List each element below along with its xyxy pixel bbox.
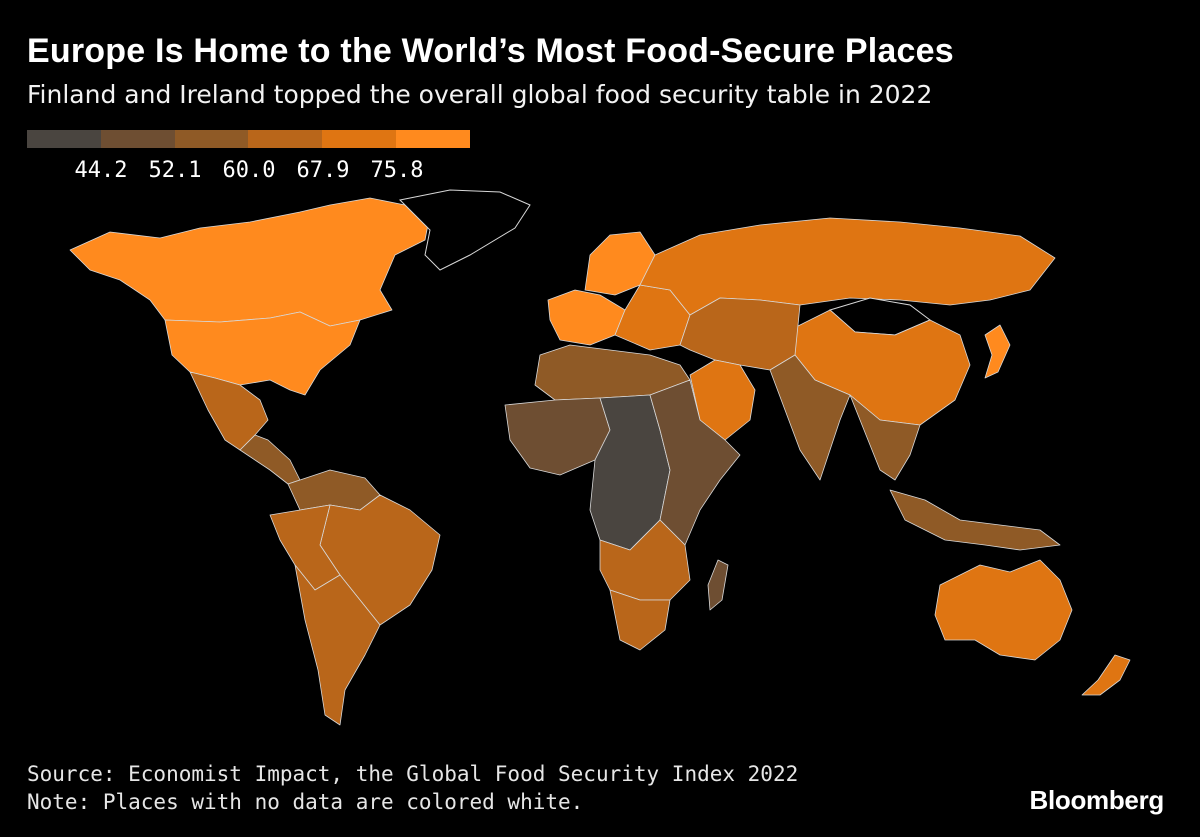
region-australia: Australia [934, 559, 1073, 661]
region-southeast-asia: Southeast Asia [849, 394, 921, 481]
legend-swatch-1 [100, 130, 175, 148]
source-note: Source: Economist Impact, the Global Foo… [27, 762, 799, 786]
region-central-america: Central America [239, 434, 301, 485]
chart-title: Europe Is Home to the World’s Most Food-… [27, 32, 954, 70]
legend-swatch-5 [396, 130, 470, 148]
region-canada: Canada [69, 197, 431, 327]
region-south-africa: South Africa [609, 589, 671, 651]
region-indonesia: Indonesia [889, 489, 1061, 551]
legend-label: 52.1 [148, 158, 202, 183]
chart-subtitle: Finland and Ireland topped the overall g… [27, 80, 933, 109]
region-colombia-venezuela: Colombia / Venezuela [287, 469, 381, 511]
region-western-europe: Western Europe [547, 289, 626, 346]
legend-label: 60.0 [222, 158, 276, 183]
legend-swatch-0 [27, 130, 101, 148]
legend-label: 44.2 [74, 158, 128, 183]
region-southern-africa: Southern Africa [599, 519, 691, 601]
data-note: Note: Places with no data are colored wh… [27, 790, 584, 814]
region-mexico: Mexico [189, 371, 269, 451]
legend-swatch-3 [248, 130, 323, 148]
world-map: Canada United States Greenland Mexico Ce… [69, 189, 1131, 726]
region-japan: Japan [984, 324, 1011, 379]
legend-color-bar [27, 130, 470, 148]
region-india: India [769, 354, 851, 481]
legend-swatch-2 [174, 130, 249, 148]
legend-label: 67.9 [296, 158, 350, 183]
bloomberg-logo: Bloomberg [1029, 785, 1164, 815]
region-madagascar: Madagascar [707, 559, 729, 611]
legend-swatch-4 [322, 130, 397, 148]
legend-label: 75.8 [370, 158, 424, 183]
region-scandinavia: Scandinavia [584, 231, 656, 296]
region-west-africa: West Africa [504, 397, 611, 476]
region-new-zealand: New Zealand [1081, 654, 1131, 696]
color-legend: 44.2 52.1 60.0 67.9 75.8 [27, 130, 472, 190]
region-argentina-chile: Argentina / Chile [294, 564, 381, 726]
region-russia: Russia [639, 217, 1056, 316]
region-greenland: Greenland [398, 189, 531, 271]
region-east-africa: East Africa [649, 379, 741, 546]
